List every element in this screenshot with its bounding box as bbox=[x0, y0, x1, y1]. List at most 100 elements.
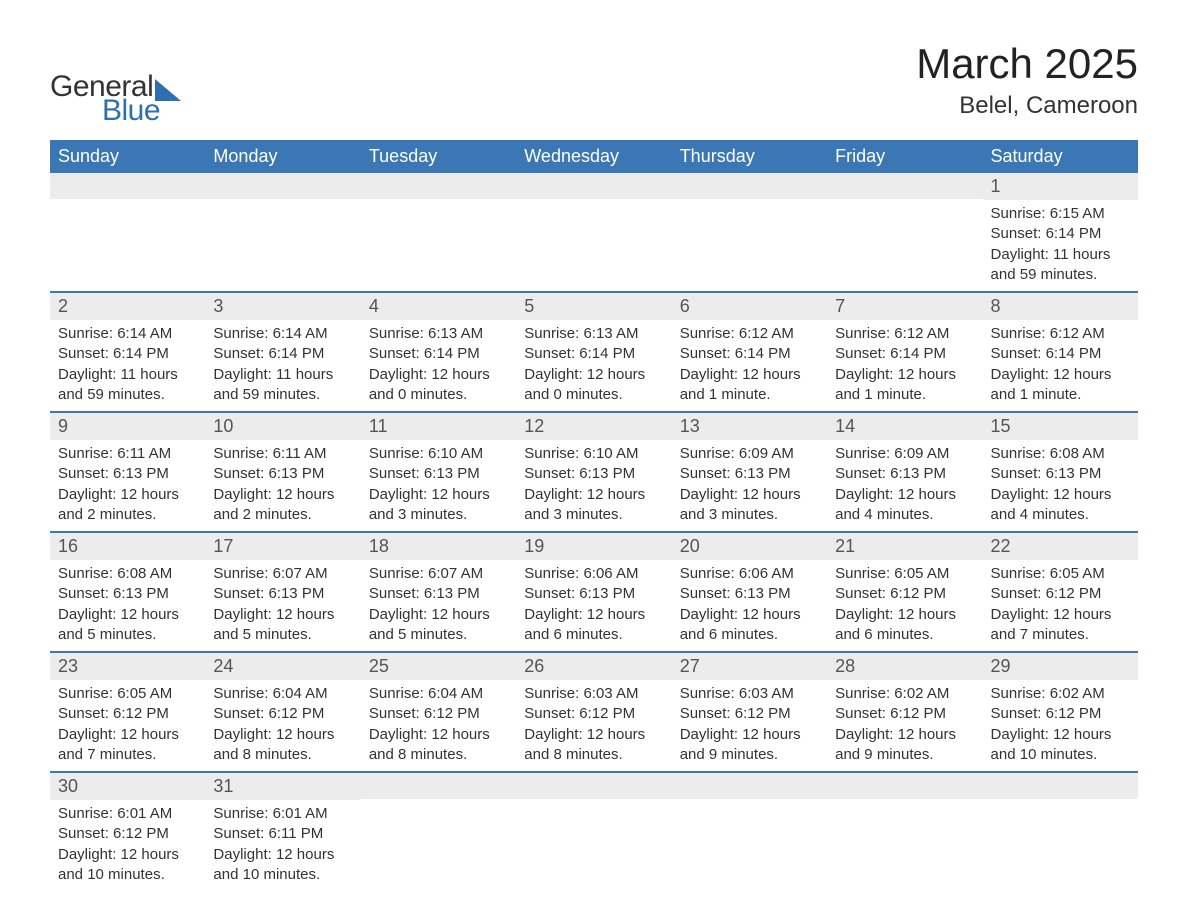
day-body: Sunrise: 6:14 AMSunset: 6:14 PMDaylight:… bbox=[205, 320, 360, 411]
day-cell: 2Sunrise: 6:14 AMSunset: 6:14 PMDaylight… bbox=[50, 292, 205, 412]
day-cell: 27Sunrise: 6:03 AMSunset: 6:12 PMDayligh… bbox=[672, 652, 827, 772]
daylight-line: Daylight: 11 hours and 59 minutes. bbox=[58, 365, 197, 406]
day-number: 22 bbox=[983, 533, 1138, 560]
day-body bbox=[827, 799, 982, 871]
daylight-line: Daylight: 12 hours and 1 minute. bbox=[991, 365, 1130, 406]
sunrise-line: Sunrise: 6:10 AM bbox=[369, 444, 508, 464]
day-number: 23 bbox=[50, 653, 205, 680]
day-body bbox=[983, 799, 1138, 871]
sunset-line: Sunset: 6:12 PM bbox=[680, 704, 819, 724]
day-body: Sunrise: 6:08 AMSunset: 6:13 PMDaylight:… bbox=[983, 440, 1138, 531]
daylight-line: Daylight: 12 hours and 1 minute. bbox=[680, 365, 819, 406]
sunrise-line: Sunrise: 6:06 AM bbox=[524, 564, 663, 584]
sunset-line: Sunset: 6:13 PM bbox=[680, 464, 819, 484]
day-body: Sunrise: 6:04 AMSunset: 6:12 PMDaylight:… bbox=[361, 680, 516, 771]
day-cell bbox=[672, 173, 827, 292]
sunrise-line: Sunrise: 6:03 AM bbox=[524, 684, 663, 704]
sunrise-line: Sunrise: 6:07 AM bbox=[369, 564, 508, 584]
daylight-line: Daylight: 12 hours and 10 minutes. bbox=[58, 845, 197, 886]
brand-text-blue: Blue bbox=[102, 94, 181, 128]
day-number: 4 bbox=[361, 293, 516, 320]
day-number: 31 bbox=[205, 773, 360, 800]
daylight-line: Daylight: 12 hours and 5 minutes. bbox=[213, 605, 352, 646]
day-body: Sunrise: 6:12 AMSunset: 6:14 PMDaylight:… bbox=[827, 320, 982, 411]
daylight-line: Daylight: 12 hours and 9 minutes. bbox=[835, 725, 974, 766]
day-cell: 29Sunrise: 6:02 AMSunset: 6:12 PMDayligh… bbox=[983, 652, 1138, 772]
day-body bbox=[516, 199, 671, 271]
sunset-line: Sunset: 6:13 PM bbox=[835, 464, 974, 484]
sunrise-line: Sunrise: 6:13 AM bbox=[369, 324, 508, 344]
day-number bbox=[672, 773, 827, 799]
day-body: Sunrise: 6:12 AMSunset: 6:14 PMDaylight:… bbox=[983, 320, 1138, 411]
daylight-line: Daylight: 12 hours and 6 minutes. bbox=[680, 605, 819, 646]
sunrise-line: Sunrise: 6:04 AM bbox=[213, 684, 352, 704]
day-number: 2 bbox=[50, 293, 205, 320]
week-row: 9Sunrise: 6:11 AMSunset: 6:13 PMDaylight… bbox=[50, 412, 1138, 532]
day-header: Sunday bbox=[50, 140, 205, 173]
daylight-line: Daylight: 12 hours and 8 minutes. bbox=[369, 725, 508, 766]
daylight-line: Daylight: 12 hours and 6 minutes. bbox=[835, 605, 974, 646]
day-number: 1 bbox=[983, 173, 1138, 200]
day-cell: 14Sunrise: 6:09 AMSunset: 6:13 PMDayligh… bbox=[827, 412, 982, 532]
daylight-line: Daylight: 12 hours and 2 minutes. bbox=[213, 485, 352, 526]
day-cell: 23Sunrise: 6:05 AMSunset: 6:12 PMDayligh… bbox=[50, 652, 205, 772]
week-row: 1Sunrise: 6:15 AMSunset: 6:14 PMDaylight… bbox=[50, 173, 1138, 292]
sunrise-line: Sunrise: 6:14 AM bbox=[213, 324, 352, 344]
day-cell bbox=[516, 173, 671, 292]
day-number bbox=[983, 773, 1138, 799]
day-header: Wednesday bbox=[516, 140, 671, 173]
sunset-line: Sunset: 6:14 PM bbox=[991, 224, 1130, 244]
day-body: Sunrise: 6:11 AMSunset: 6:13 PMDaylight:… bbox=[205, 440, 360, 531]
day-cell: 13Sunrise: 6:09 AMSunset: 6:13 PMDayligh… bbox=[672, 412, 827, 532]
day-cell: 7Sunrise: 6:12 AMSunset: 6:14 PMDaylight… bbox=[827, 292, 982, 412]
day-cell bbox=[827, 173, 982, 292]
day-header-row: Sunday Monday Tuesday Wednesday Thursday… bbox=[50, 140, 1138, 173]
day-number bbox=[205, 173, 360, 199]
sunset-line: Sunset: 6:13 PM bbox=[524, 464, 663, 484]
daylight-line: Daylight: 12 hours and 2 minutes. bbox=[58, 485, 197, 526]
daylight-line: Daylight: 12 hours and 4 minutes. bbox=[991, 485, 1130, 526]
sunset-line: Sunset: 6:11 PM bbox=[213, 824, 352, 844]
day-body: Sunrise: 6:03 AMSunset: 6:12 PMDaylight:… bbox=[516, 680, 671, 771]
day-cell bbox=[361, 173, 516, 292]
day-body: Sunrise: 6:10 AMSunset: 6:13 PMDaylight:… bbox=[361, 440, 516, 531]
day-number: 10 bbox=[205, 413, 360, 440]
day-number: 18 bbox=[361, 533, 516, 560]
daylight-line: Daylight: 12 hours and 10 minutes. bbox=[991, 725, 1130, 766]
daylight-line: Daylight: 12 hours and 8 minutes. bbox=[524, 725, 663, 766]
day-number: 6 bbox=[672, 293, 827, 320]
day-header: Saturday bbox=[983, 140, 1138, 173]
day-number: 17 bbox=[205, 533, 360, 560]
page-title: March 2025 bbox=[916, 40, 1138, 88]
day-cell bbox=[361, 772, 516, 891]
day-number: 29 bbox=[983, 653, 1138, 680]
sunset-line: Sunset: 6:14 PM bbox=[991, 344, 1130, 364]
sunset-line: Sunset: 6:14 PM bbox=[524, 344, 663, 364]
day-number bbox=[827, 773, 982, 799]
day-number: 5 bbox=[516, 293, 671, 320]
sunset-line: Sunset: 6:13 PM bbox=[58, 464, 197, 484]
day-body: Sunrise: 6:05 AMSunset: 6:12 PMDaylight:… bbox=[827, 560, 982, 651]
day-cell bbox=[983, 772, 1138, 891]
location-label: Belel, Cameroon bbox=[916, 92, 1138, 120]
day-body bbox=[827, 199, 982, 271]
daylight-line: Daylight: 12 hours and 3 minutes. bbox=[680, 485, 819, 526]
day-body: Sunrise: 6:02 AMSunset: 6:12 PMDaylight:… bbox=[827, 680, 982, 771]
daylight-line: Daylight: 12 hours and 9 minutes. bbox=[680, 725, 819, 766]
day-body: Sunrise: 6:11 AMSunset: 6:13 PMDaylight:… bbox=[50, 440, 205, 531]
day-header: Tuesday bbox=[361, 140, 516, 173]
day-cell: 3Sunrise: 6:14 AMSunset: 6:14 PMDaylight… bbox=[205, 292, 360, 412]
sunset-line: Sunset: 6:12 PM bbox=[58, 704, 197, 724]
day-cell bbox=[50, 173, 205, 292]
day-body: Sunrise: 6:10 AMSunset: 6:13 PMDaylight:… bbox=[516, 440, 671, 531]
week-row: 30Sunrise: 6:01 AMSunset: 6:12 PMDayligh… bbox=[50, 772, 1138, 891]
day-body: Sunrise: 6:01 AMSunset: 6:12 PMDaylight:… bbox=[50, 800, 205, 891]
day-body: Sunrise: 6:04 AMSunset: 6:12 PMDaylight:… bbox=[205, 680, 360, 771]
day-cell: 4Sunrise: 6:13 AMSunset: 6:14 PMDaylight… bbox=[361, 292, 516, 412]
day-number: 7 bbox=[827, 293, 982, 320]
day-number: 14 bbox=[827, 413, 982, 440]
daylight-line: Daylight: 12 hours and 5 minutes. bbox=[369, 605, 508, 646]
day-body: Sunrise: 6:07 AMSunset: 6:13 PMDaylight:… bbox=[205, 560, 360, 651]
day-number: 3 bbox=[205, 293, 360, 320]
sunset-line: Sunset: 6:12 PM bbox=[991, 704, 1130, 724]
